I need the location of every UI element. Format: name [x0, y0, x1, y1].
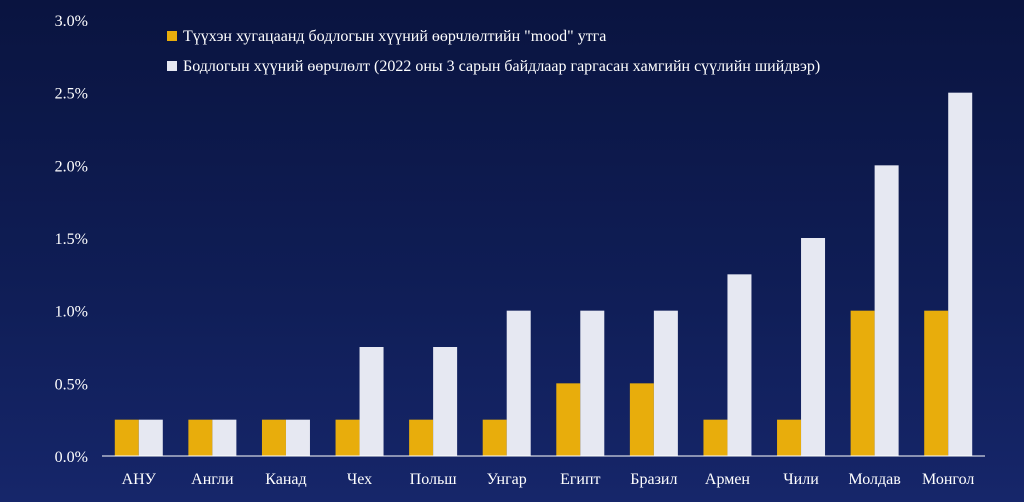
legend-label: Бодлогын хүүний өөрчлөлт (2022 оны 3 сар…	[183, 58, 820, 75]
x-tick-label: Египт	[560, 471, 600, 488]
x-tick-label: АНУ	[122, 471, 157, 488]
bar-mood-2	[261, 419, 286, 456]
bar-policy-rate-8	[727, 274, 752, 456]
y-tick-label: 2.5%	[55, 86, 88, 103]
bar-mood-6	[556, 383, 581, 456]
bars	[114, 92, 973, 457]
legend-swatch	[167, 31, 177, 41]
x-tick-label: Англи	[191, 471, 234, 488]
x-tick-label: Армен	[705, 471, 751, 488]
bar-mood-8	[703, 419, 728, 456]
x-tick-label: Молдав	[848, 471, 901, 488]
bar-policy-rate-11	[948, 92, 973, 457]
bar-policy-rate-9	[801, 238, 826, 456]
y-tick-label: 0.0%	[55, 449, 88, 466]
y-tick-label: 0.5%	[55, 376, 88, 393]
bar-mood-10	[850, 310, 875, 456]
bar-policy-rate-6	[580, 310, 605, 456]
y-axis-ticks: 0.0% 0.5% 1.0% 1.5% 2.0% 2.5% 3.0%	[55, 13, 88, 466]
bar-mood-5	[482, 419, 507, 456]
legend-swatch	[167, 61, 177, 71]
x-tick-label: Монгол	[922, 471, 974, 488]
bar-mood-4	[409, 419, 434, 456]
x-tick-label: Польш	[410, 471, 458, 488]
bar-policy-rate-5	[506, 310, 531, 456]
x-tick-label: Канад	[265, 471, 306, 488]
legend-label: Түүхэн хугацаанд бодлогын хүүний өөрчлөл…	[183, 28, 606, 45]
bar-mood-0	[114, 419, 139, 456]
legend: Түүхэн хугацаанд бодлогын хүүний өөрчлөл…	[167, 28, 820, 75]
y-tick-label: 1.0%	[55, 304, 88, 321]
bar-policy-rate-4	[433, 347, 458, 456]
y-tick-label: 3.0%	[55, 13, 88, 30]
bar-policy-rate-10	[874, 165, 899, 457]
y-tick-label: 2.0%	[55, 158, 88, 175]
bar-mood-11	[924, 310, 949, 456]
x-tick-label: Унгар	[487, 471, 527, 488]
y-tick-label: 1.5%	[55, 231, 88, 248]
x-tick-label: Бразил	[630, 471, 677, 488]
bar-policy-rate-2	[285, 419, 310, 456]
x-axis-labels: АНУ Англи Канад Чех Польш Унгар Египт Бразил Арм…	[122, 471, 975, 488]
bar-policy-rate-1	[212, 419, 237, 456]
bar-policy-rate-7	[653, 310, 678, 456]
bar-policy-rate-3	[359, 347, 384, 456]
x-tick-label: Чех	[347, 471, 372, 488]
bar-mood-7	[629, 383, 654, 456]
bar-policy-rate-0	[138, 419, 163, 456]
bar-mood-9	[777, 419, 802, 456]
x-tick-label: Чили	[783, 471, 819, 488]
bar-mood-3	[335, 419, 360, 456]
bar-mood-1	[188, 419, 213, 456]
